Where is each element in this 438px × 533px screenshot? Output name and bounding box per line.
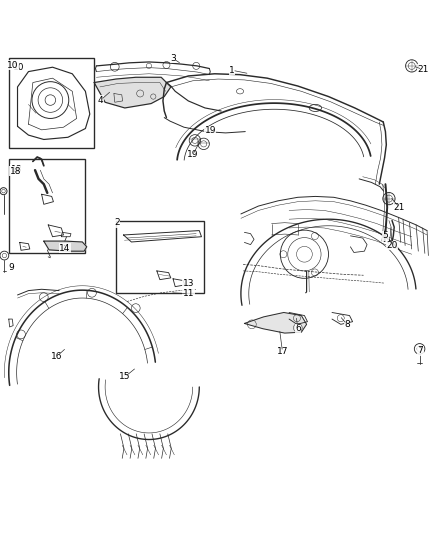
Text: 18: 18 xyxy=(10,166,21,175)
Text: 21: 21 xyxy=(394,203,405,212)
Polygon shape xyxy=(44,241,87,251)
Text: 9: 9 xyxy=(8,263,14,272)
Text: 18: 18 xyxy=(11,165,22,174)
Polygon shape xyxy=(244,312,307,333)
Text: 1: 1 xyxy=(229,66,235,75)
Text: 19: 19 xyxy=(187,150,198,159)
Polygon shape xyxy=(124,231,201,242)
Text: 10: 10 xyxy=(7,61,19,69)
Text: 14: 14 xyxy=(59,244,71,253)
Text: 17: 17 xyxy=(277,348,288,357)
Polygon shape xyxy=(94,77,171,108)
Text: 2: 2 xyxy=(114,218,120,227)
Text: 21: 21 xyxy=(417,65,428,74)
Text: 3: 3 xyxy=(170,54,176,63)
Bar xyxy=(116,221,204,293)
Text: 10: 10 xyxy=(13,63,24,72)
Text: 6: 6 xyxy=(295,324,301,333)
Text: 16: 16 xyxy=(51,352,63,361)
Text: 20: 20 xyxy=(386,241,398,250)
Text: 7: 7 xyxy=(417,346,424,355)
Text: 11: 11 xyxy=(183,289,194,298)
Text: 5: 5 xyxy=(382,231,389,240)
Text: 8: 8 xyxy=(344,320,350,329)
Text: 15: 15 xyxy=(119,373,131,382)
Bar xyxy=(9,159,85,253)
Bar xyxy=(9,59,94,148)
Text: 19: 19 xyxy=(205,126,216,135)
Text: 4: 4 xyxy=(98,95,103,104)
Text: 13: 13 xyxy=(183,279,194,288)
